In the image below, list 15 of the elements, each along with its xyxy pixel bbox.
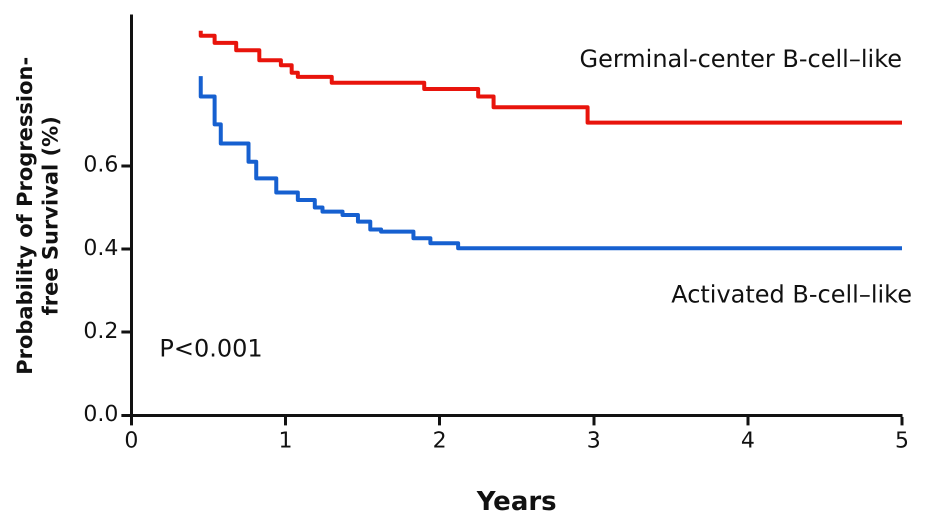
x-axis-title: Years (476, 487, 557, 518)
x-tick-label: 2 (432, 428, 447, 454)
y-tick-label: 0.0 (83, 402, 118, 428)
y-tick-label: 0.2 (83, 318, 118, 344)
x-tick-label: 1 (278, 428, 293, 454)
x-tick-label: 4 (740, 428, 755, 454)
series-label: Germinal-center B-cell–like (579, 44, 902, 73)
series-label: Activated B-cell–like (671, 280, 912, 308)
x-tick-label: 0 (124, 428, 138, 454)
y-axis-title: Probability of Progression-free Survival (%) (13, 56, 62, 375)
x-tick-label: 5 (895, 428, 909, 454)
y-tick-label: 0.4 (83, 236, 118, 261)
y-tick-label: 0.6 (83, 152, 118, 178)
x-tick-label: 3 (586, 428, 601, 454)
annotation: P<0.001 (159, 334, 263, 363)
